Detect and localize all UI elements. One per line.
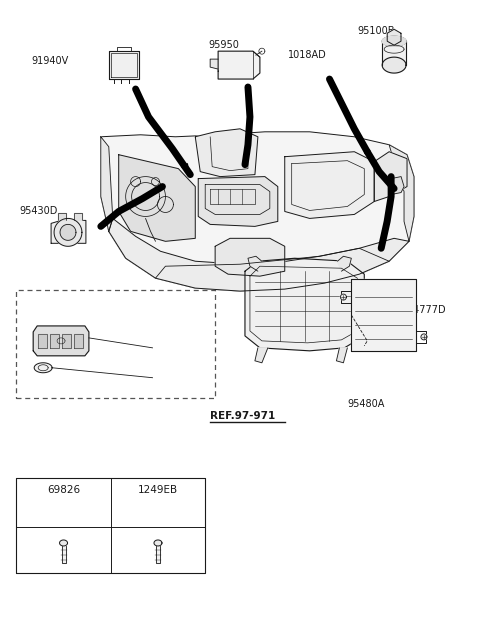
Polygon shape xyxy=(62,334,71,348)
Polygon shape xyxy=(60,540,68,546)
Text: 95430D: 95430D xyxy=(19,207,58,217)
Polygon shape xyxy=(33,326,89,356)
Polygon shape xyxy=(255,348,268,363)
Polygon shape xyxy=(248,256,262,271)
Polygon shape xyxy=(119,155,195,241)
Text: 69826: 69826 xyxy=(47,485,80,495)
Polygon shape xyxy=(387,29,401,45)
Polygon shape xyxy=(156,546,160,563)
Polygon shape xyxy=(364,296,374,311)
Text: (SMART KEY): (SMART KEY) xyxy=(21,292,82,302)
Polygon shape xyxy=(58,213,66,220)
Text: 95413A: 95413A xyxy=(155,373,191,382)
Polygon shape xyxy=(34,363,52,372)
Polygon shape xyxy=(74,213,82,220)
Polygon shape xyxy=(391,177,404,195)
Polygon shape xyxy=(245,259,364,351)
Polygon shape xyxy=(382,36,406,46)
Polygon shape xyxy=(74,334,83,348)
Polygon shape xyxy=(336,348,348,363)
Polygon shape xyxy=(50,334,59,348)
Polygon shape xyxy=(101,132,414,291)
Polygon shape xyxy=(285,151,374,218)
Polygon shape xyxy=(382,41,406,65)
Polygon shape xyxy=(340,294,347,300)
Polygon shape xyxy=(51,220,86,244)
Text: 1018AD: 1018AD xyxy=(288,50,326,60)
Polygon shape xyxy=(54,218,82,246)
Polygon shape xyxy=(351,279,416,351)
Bar xyxy=(16,290,215,398)
Polygon shape xyxy=(38,334,47,348)
Polygon shape xyxy=(215,239,285,276)
Text: 95950: 95950 xyxy=(208,40,239,50)
Polygon shape xyxy=(337,256,351,271)
Polygon shape xyxy=(195,129,258,177)
Text: 84777D: 84777D xyxy=(407,305,445,315)
Text: 91940V: 91940V xyxy=(31,56,69,66)
Polygon shape xyxy=(382,57,406,73)
Polygon shape xyxy=(389,145,414,241)
Polygon shape xyxy=(109,218,409,291)
Polygon shape xyxy=(198,177,278,227)
Polygon shape xyxy=(374,151,407,202)
Polygon shape xyxy=(60,224,76,240)
Polygon shape xyxy=(421,334,427,340)
Text: 95100B: 95100B xyxy=(357,26,395,36)
Text: 95480A: 95480A xyxy=(348,399,385,409)
Text: 1249EB: 1249EB xyxy=(138,485,178,495)
Polygon shape xyxy=(109,51,139,79)
Text: REF.97-971: REF.97-971 xyxy=(210,411,276,421)
Polygon shape xyxy=(101,137,113,232)
Polygon shape xyxy=(210,59,218,69)
Polygon shape xyxy=(154,540,162,546)
Polygon shape xyxy=(218,51,260,79)
Text: 95440K: 95440K xyxy=(155,343,191,352)
Polygon shape xyxy=(61,546,65,563)
